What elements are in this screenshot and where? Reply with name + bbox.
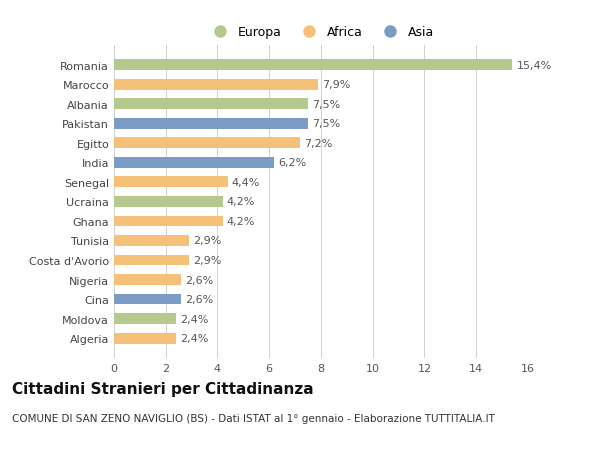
Bar xyxy=(114,294,181,305)
Bar xyxy=(114,274,181,285)
Bar xyxy=(114,235,189,246)
Text: 7,2%: 7,2% xyxy=(304,139,332,148)
Text: 4,2%: 4,2% xyxy=(227,197,255,207)
Text: 2,9%: 2,9% xyxy=(193,236,221,246)
Bar xyxy=(114,255,189,266)
Bar xyxy=(114,216,223,227)
Text: 2,9%: 2,9% xyxy=(193,256,221,265)
Bar xyxy=(114,138,300,149)
Bar xyxy=(114,196,223,207)
Bar xyxy=(114,333,176,344)
Text: 7,5%: 7,5% xyxy=(312,119,340,129)
Text: 2,6%: 2,6% xyxy=(185,295,214,304)
Bar xyxy=(114,118,308,129)
Text: 15,4%: 15,4% xyxy=(517,61,551,70)
Text: 2,6%: 2,6% xyxy=(185,275,214,285)
Bar xyxy=(114,99,308,110)
Text: COMUNE DI SAN ZENO NAVIGLIO (BS) - Dati ISTAT al 1° gennaio - Elaborazione TUTTI: COMUNE DI SAN ZENO NAVIGLIO (BS) - Dati … xyxy=(12,413,495,423)
Bar xyxy=(114,313,176,325)
Text: 2,4%: 2,4% xyxy=(180,334,208,343)
Text: 2,4%: 2,4% xyxy=(180,314,208,324)
Text: 7,5%: 7,5% xyxy=(312,100,340,109)
Text: 7,9%: 7,9% xyxy=(322,80,350,90)
Bar xyxy=(114,177,228,188)
Text: 4,4%: 4,4% xyxy=(232,178,260,187)
Bar xyxy=(114,60,512,71)
Text: 4,2%: 4,2% xyxy=(227,217,255,226)
Text: Cittadini Stranieri per Cittadinanza: Cittadini Stranieri per Cittadinanza xyxy=(12,381,314,396)
Legend: Europa, Africa, Asia: Europa, Africa, Asia xyxy=(203,21,439,44)
Bar xyxy=(114,157,274,168)
Bar xyxy=(114,79,319,90)
Text: 6,2%: 6,2% xyxy=(278,158,307,168)
